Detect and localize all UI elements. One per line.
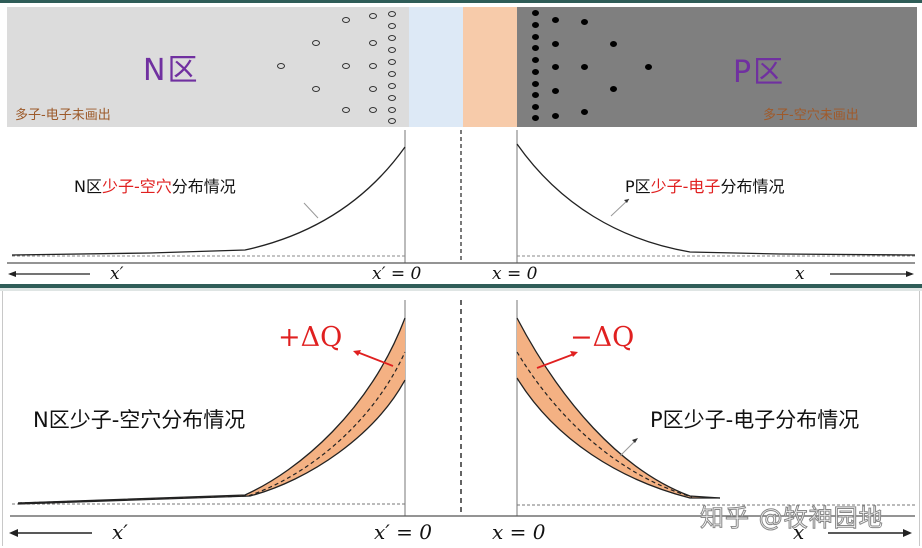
watermark: 知乎 @牧神园地 bbox=[700, 504, 884, 533]
upper-axis-x-prime-zero: x′ = 0 bbox=[372, 264, 422, 284]
delta-minus-q-label: −ΔQ bbox=[570, 322, 635, 353]
n-region-block: N区 多子-电子未画出 bbox=[7, 7, 409, 127]
depletion-region-p-side bbox=[463, 7, 517, 127]
lower-n-minority-label: N区少子-空穴分布情况 bbox=[33, 408, 246, 432]
panel-divider-shadow bbox=[0, 288, 922, 291]
lower-axis-x: x bbox=[793, 520, 805, 544]
upper-distribution-plot bbox=[7, 130, 916, 277]
n-region-title: N区 bbox=[143, 53, 200, 88]
lower-axis-x-prime: x′ bbox=[112, 520, 128, 544]
p-majority-note: 多子-空穴未画出 bbox=[763, 108, 859, 123]
panel-divider-bar bbox=[0, 284, 922, 288]
upper-n-minority-label: N区少子-空穴分布情况 bbox=[74, 177, 236, 196]
p-region-block: P区 多子-空穴未画出 bbox=[517, 7, 917, 127]
top-frame-bar bbox=[0, 0, 922, 3]
lower-panel-frame bbox=[2, 291, 920, 546]
delta-plus-q-label: +ΔQ bbox=[278, 322, 343, 353]
n-majority-note: 多子-电子未画出 bbox=[15, 108, 111, 123]
p-region-title: P区 bbox=[733, 55, 786, 90]
lower-axis-x-prime-zero: x′ = 0 bbox=[374, 520, 433, 544]
upper-axis-x-prime: x′ bbox=[110, 264, 124, 284]
lower-p-minority-label: P区少子-电子分布情况 bbox=[650, 408, 860, 432]
upper-axis-x: x bbox=[795, 264, 805, 284]
upper-axis-x-zero: x = 0 bbox=[492, 264, 538, 284]
lower-axis-x-zero: x = 0 bbox=[492, 520, 546, 544]
upper-p-minority-label: P区少子-电子分布情况 bbox=[625, 177, 785, 196]
depletion-region-n-side bbox=[409, 7, 463, 127]
